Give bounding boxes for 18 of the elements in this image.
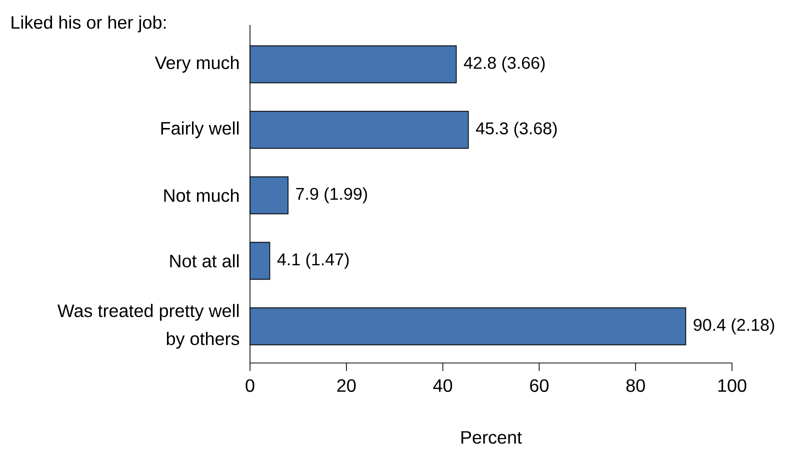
data-label: 7.9 (1.99) xyxy=(296,187,367,204)
x-tick-label: 80 xyxy=(626,379,645,392)
y-tick-label: Not at all xyxy=(170,254,239,268)
x-tick-label: 0 xyxy=(246,379,254,392)
x-tick-label: 60 xyxy=(530,379,549,392)
data-label: 45.3 (3.68) xyxy=(476,122,557,138)
x-tick-label: 40 xyxy=(433,379,452,392)
x-tick-label: 100 xyxy=(718,379,746,392)
y-tick-label: Very much xyxy=(154,56,239,73)
data-label: 42.8 (3.66) xyxy=(464,56,545,72)
y-tick-label: Fairly well xyxy=(161,121,239,138)
data-label: 4.1 (1.47) xyxy=(277,252,349,269)
x-axis-title: Percent xyxy=(461,431,522,444)
text: Liked his or her job: xyxy=(12,16,166,32)
x-tick-label: 20 xyxy=(337,379,356,392)
data-label: 90.4 (2.18) xyxy=(694,318,774,334)
y-tick-label: Not much xyxy=(164,188,239,202)
y-tick-label: Was treated pretty well by others xyxy=(57,304,240,349)
